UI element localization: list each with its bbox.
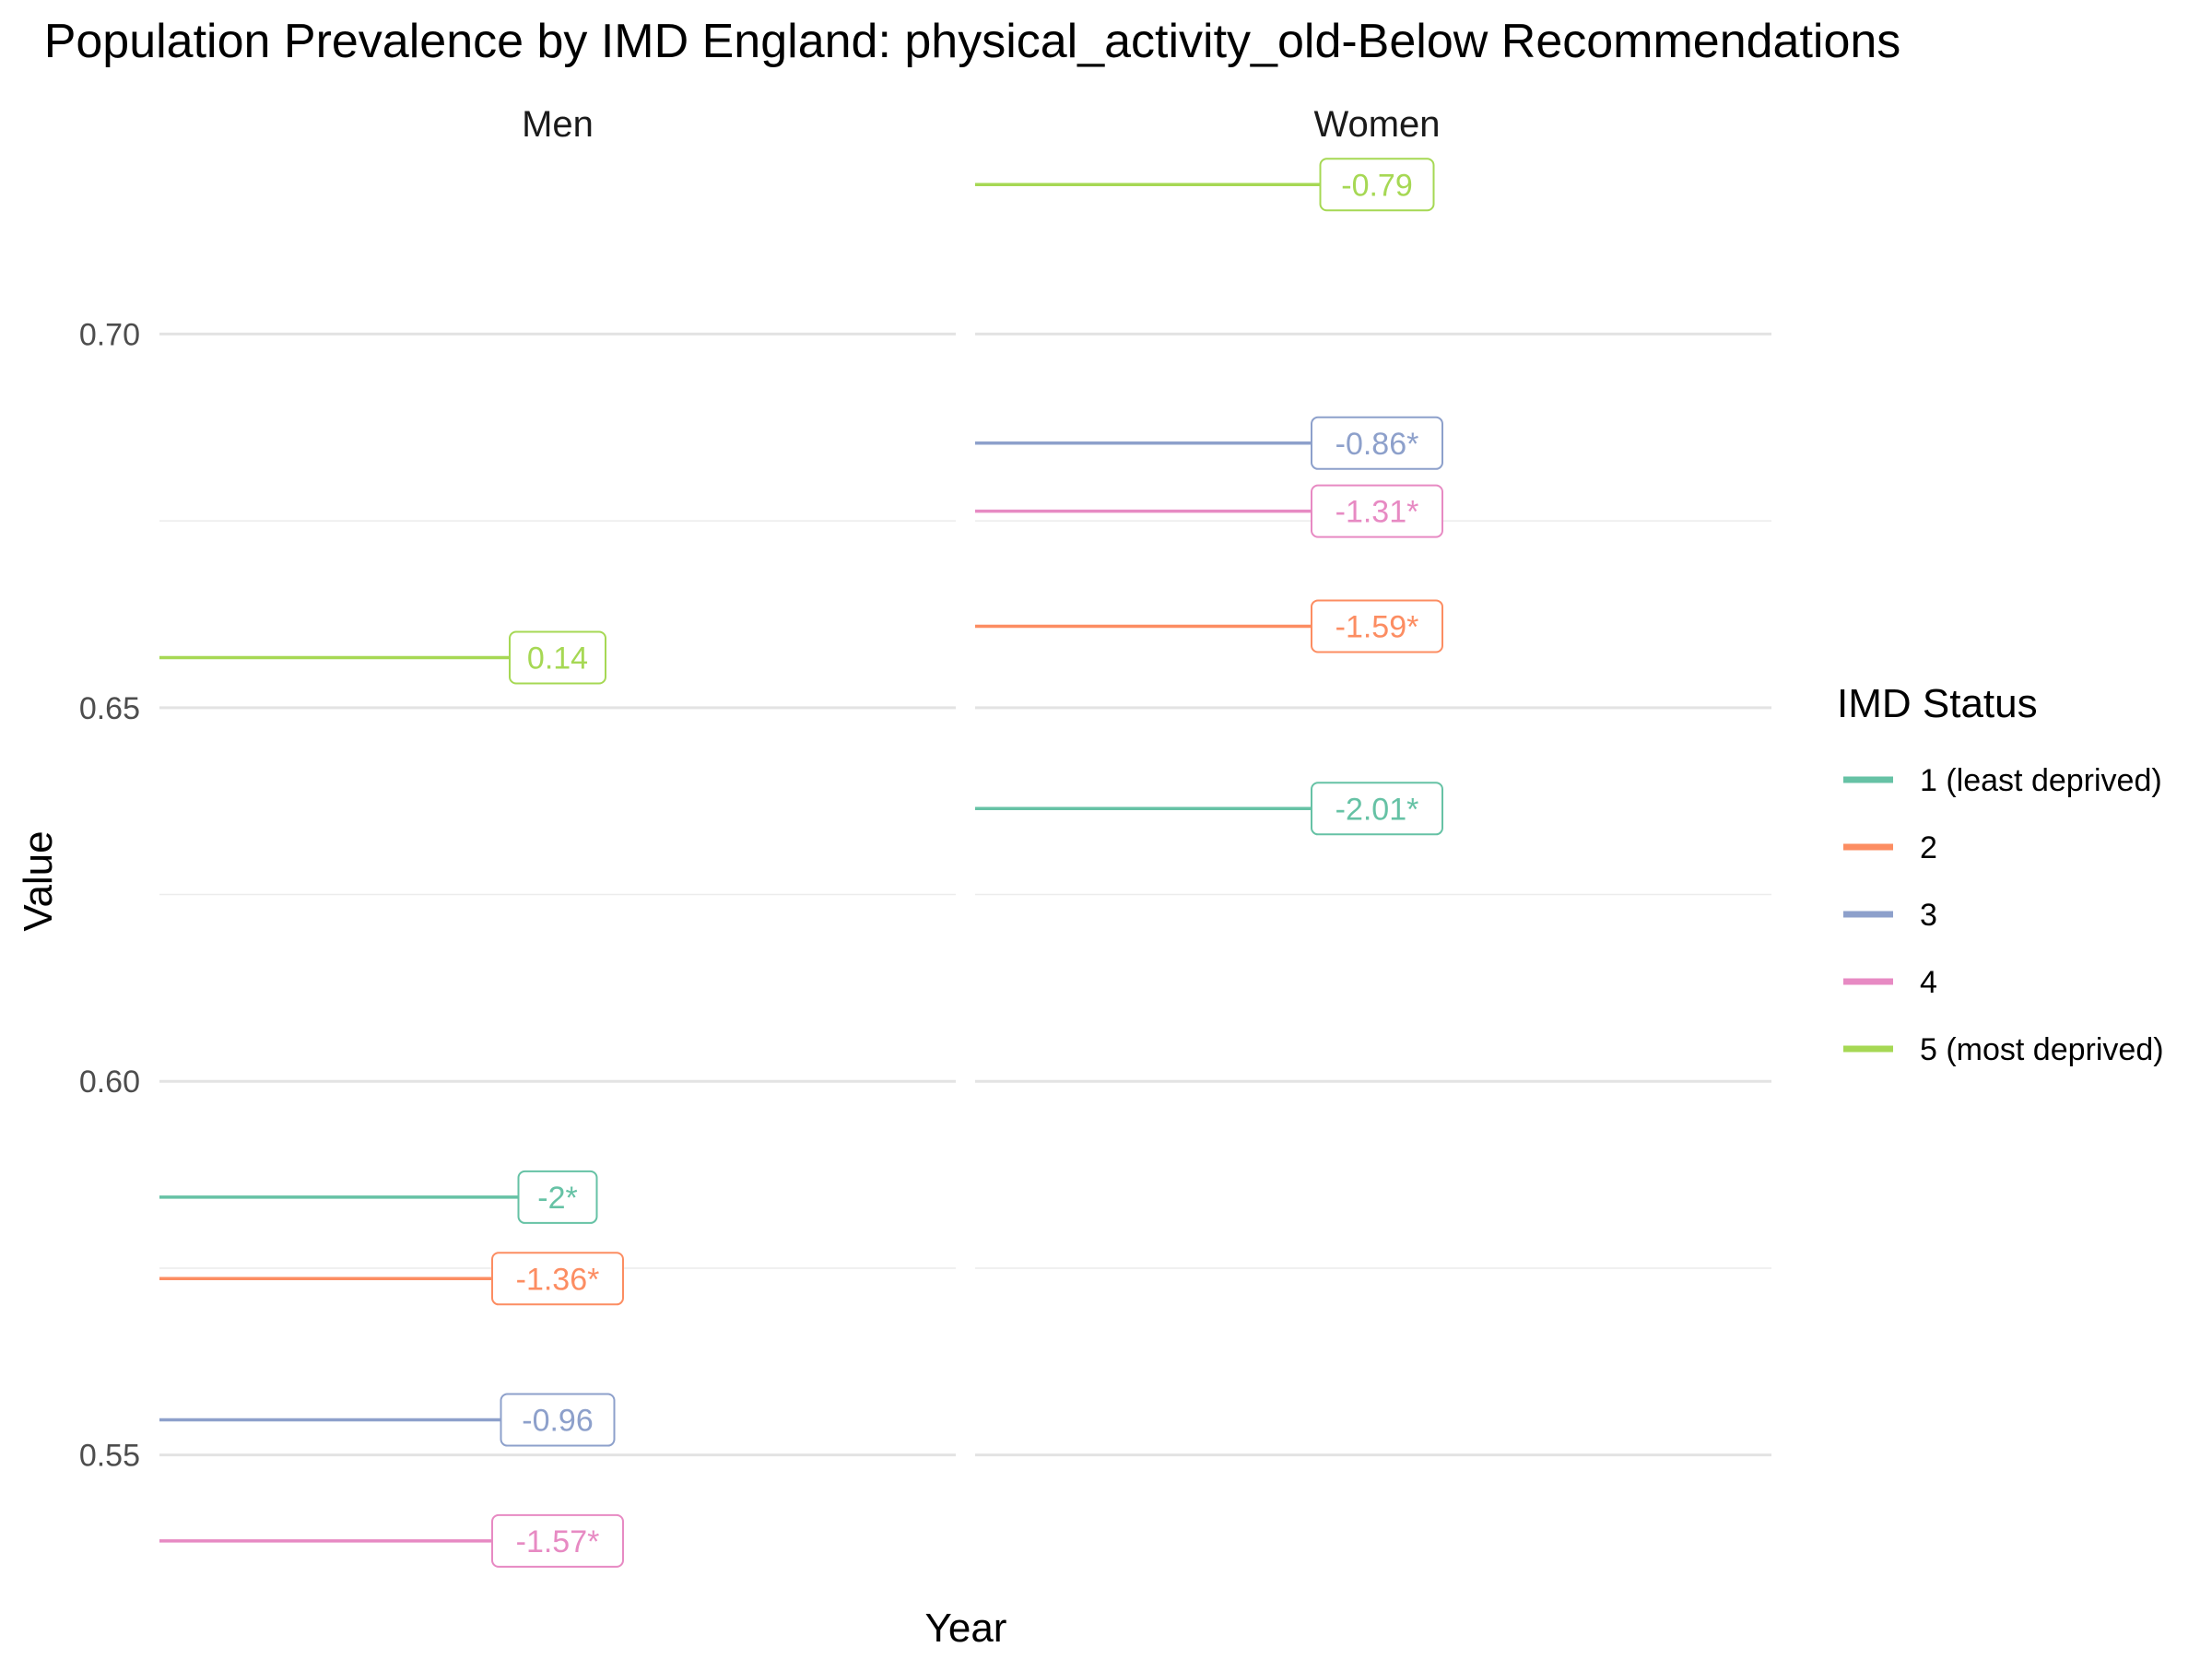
data-label-5-women: -0.79 — [1319, 158, 1435, 212]
legend-items: 1 (least deprived) 2 3 4 5 (most deprived) — [1843, 763, 2164, 1067]
data-label-3-women: -0.86* — [1311, 416, 1443, 470]
facet-label-women: Women — [1313, 104, 1440, 145]
x-axis-title: Year — [925, 1606, 1007, 1651]
y-tick-label: 0.70 — [79, 317, 140, 352]
y-axis-title: Value — [16, 830, 61, 931]
legend-label-4: 4 — [1920, 965, 1937, 1000]
chart-title: Population Prevalence by IMD England: ph… — [44, 15, 1901, 68]
data-label-box — [1311, 484, 1443, 538]
data-label-box — [1311, 782, 1443, 836]
series-lines — [159, 182, 1377, 1543]
data-label-4-women: -1.31* — [1311, 484, 1443, 538]
legend: IMD Status 1 (least deprived) 2 3 4 5 (most … — [1837, 681, 2164, 1067]
data-label-text: -0.79 — [1341, 168, 1413, 203]
data-label-text: -2.01* — [1335, 792, 1419, 827]
data-label-box — [1311, 416, 1443, 470]
data-label-5-men: 0.14 — [509, 630, 606, 685]
data-label-text: -2* — [537, 1181, 577, 1216]
data-label-text: 0.14 — [527, 641, 588, 677]
data-label-2-women: -1.59* — [1311, 599, 1443, 653]
y-tick-labels: 0.55 0.60 0.65 0.70 — [79, 317, 140, 1473]
data-label-box — [491, 1252, 624, 1306]
y-tick-label: 0.60 — [79, 1065, 140, 1100]
facet-label-men: Men — [522, 104, 594, 145]
series-labels: -2* -2.01* -1.36* -1.59* -0.96 -0.86* -1.57* -1… — [491, 158, 1443, 1568]
data-label-box — [500, 1393, 616, 1447]
grid-men — [159, 332, 956, 1457]
y-tick-label: 0.55 — [79, 1439, 140, 1474]
data-label-text: -1.36* — [516, 1262, 600, 1297]
data-label-2-men: -1.36* — [491, 1252, 624, 1306]
legend-label-1: 1 (least deprived) — [1920, 763, 2162, 798]
legend-label-3: 3 — [1920, 898, 1937, 933]
legend-label-2: 2 — [1920, 830, 1937, 865]
grid-women — [975, 332, 1771, 1457]
data-label-3-men: -0.96 — [500, 1393, 616, 1447]
data-label-box — [517, 1170, 598, 1224]
data-label-text: -1.57* — [516, 1524, 600, 1559]
data-label-1-men: -2* — [517, 1170, 598, 1224]
y-tick-label: 0.65 — [79, 691, 140, 726]
data-label-text: -1.59* — [1335, 609, 1419, 644]
data-label-text: -0.86* — [1335, 427, 1419, 462]
data-label-text: -0.96 — [522, 1404, 594, 1439]
data-label-text: -1.31* — [1335, 495, 1419, 530]
data-label-box — [491, 1513, 624, 1568]
legend-title: IMD Status — [1837, 681, 2038, 726]
data-label-box — [1311, 599, 1443, 653]
data-label-box — [509, 630, 606, 685]
data-label-1-women: -2.01* — [1311, 782, 1443, 836]
data-label-box — [1319, 158, 1435, 212]
legend-label-5: 5 (most deprived) — [1920, 1032, 2164, 1067]
data-label-4-men: -1.57* — [491, 1513, 624, 1568]
